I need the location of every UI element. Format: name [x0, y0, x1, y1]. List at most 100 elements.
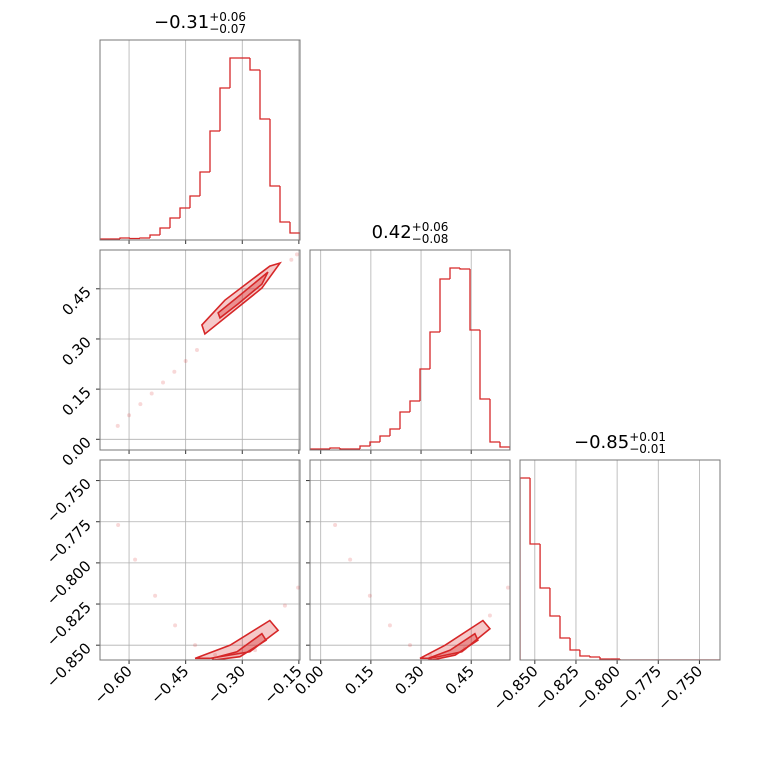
sample-point	[149, 391, 154, 396]
histogram-bin	[439, 278, 450, 332]
histogram-bin	[569, 638, 580, 651]
histogram-bin	[529, 478, 541, 545]
histogram-bin	[259, 70, 270, 120]
x-tick-label: 0.15	[341, 662, 377, 698]
panel-title: 0.42+0.06 −0.08	[372, 220, 449, 246]
plot-area	[333, 523, 510, 660]
sample-point	[408, 643, 412, 648]
y-tick-label: −0.850	[43, 639, 95, 691]
sample-point	[127, 413, 132, 418]
histogram-bin	[469, 269, 480, 331]
histogram-bin	[419, 368, 430, 401]
x-tick-label: −0.800	[572, 662, 624, 714]
histogram-bin	[579, 650, 590, 657]
sample-point	[183, 359, 188, 364]
title-upper: +0.01	[629, 430, 666, 444]
panel-frame	[309, 459, 511, 661]
y-tick-label: 0.45	[58, 283, 94, 319]
histogram-bin	[539, 544, 550, 589]
panel-frame	[309, 249, 511, 451]
y-tick-label: −0.775	[43, 516, 95, 568]
x-tick-label: 0.30	[392, 662, 428, 698]
histogram-bin	[179, 207, 190, 218]
title-upper: +0.06	[412, 220, 449, 234]
histogram-bin	[149, 234, 160, 238]
sample-point	[115, 423, 120, 428]
histogram-bin	[409, 400, 420, 412]
x-tick-label: −0.30	[204, 662, 249, 707]
histogram-bin	[459, 268, 470, 270]
sample-point	[153, 593, 158, 598]
y-tick-label: −0.750	[43, 475, 95, 527]
histogram-bin	[289, 222, 300, 240]
histogram-bin	[499, 442, 510, 450]
histogram-bin	[549, 588, 560, 617]
contour	[194, 619, 280, 660]
panel-title: −0.31+0.06 −0.07	[154, 10, 246, 36]
histogram-bin	[159, 227, 170, 235]
x-tick-label: −0.775	[613, 662, 665, 714]
sample-point	[173, 623, 178, 628]
histogram-bin	[369, 441, 380, 446]
histogram-bin	[389, 428, 400, 436]
histogram-bin	[279, 186, 290, 223]
histogram-bin	[100, 238, 110, 240]
sample-point	[172, 369, 177, 374]
histogram-bin	[589, 656, 600, 658]
histogram-bin	[489, 399, 500, 443]
sample-point	[296, 585, 300, 590]
contour	[210, 632, 268, 660]
histogram-bin	[269, 119, 280, 187]
sample-point	[333, 523, 338, 528]
histogram-bin	[310, 448, 320, 450]
histogram-bin	[429, 331, 440, 369]
y-tick-label: 0.15	[58, 383, 94, 419]
title-lower: −0.08	[412, 232, 449, 246]
sample-point	[116, 523, 121, 528]
y-tick-label: −0.825	[43, 598, 95, 650]
sample-point	[387, 623, 392, 628]
panel-frame	[519, 459, 721, 661]
histogram-bin	[249, 58, 260, 71]
histogram-bin	[209, 130, 220, 172]
histogram-bin	[379, 435, 390, 442]
title-value: −0.31	[154, 12, 209, 33]
sample-point	[161, 380, 166, 385]
sample-point	[193, 643, 198, 648]
histogram-bin	[559, 616, 571, 639]
y-tick-label: 0.00	[58, 433, 94, 469]
histogram-bin	[399, 411, 410, 429]
panel: 0.00 0.15 0.30 0.45	[58, 249, 301, 470]
sample-point	[138, 402, 143, 407]
panel-frame	[99, 249, 301, 451]
histogram-bin	[619, 659, 630, 660]
title-lower: −0.07	[209, 22, 246, 36]
sample-point	[194, 348, 199, 352]
histogram-bin	[479, 330, 490, 400]
x-tick-label: −0.60	[91, 662, 136, 707]
panel-frame	[99, 39, 301, 241]
histogram-bin	[169, 217, 180, 228]
plot-area	[116, 523, 300, 660]
x-tick-label: −0.850	[490, 662, 542, 714]
y-tick-label: 0.30	[58, 333, 94, 369]
x-tick-label: −0.750	[654, 662, 706, 714]
histogram-bin	[339, 448, 350, 450]
panel: −0.60 −0.45 −0.30 −0.15−0.850−0.825−0.800−0…	[43, 459, 306, 707]
histogram-bin	[199, 171, 210, 196]
sample-point	[487, 613, 492, 618]
histogram-bin	[219, 87, 230, 131]
sample-point	[213, 653, 218, 658]
sample-point	[294, 252, 299, 257]
plot-area	[100, 57, 300, 240]
sample-point	[282, 603, 287, 608]
histogram-bin	[329, 447, 340, 449]
x-tick-label: 0.45	[442, 662, 478, 698]
title-value: −0.85	[574, 432, 629, 453]
title-lower: −0.01	[629, 442, 666, 456]
panel-title: −0.85+0.01 −0.01	[574, 430, 666, 456]
sample-point	[348, 557, 353, 562]
histogram-bin	[119, 237, 130, 239]
